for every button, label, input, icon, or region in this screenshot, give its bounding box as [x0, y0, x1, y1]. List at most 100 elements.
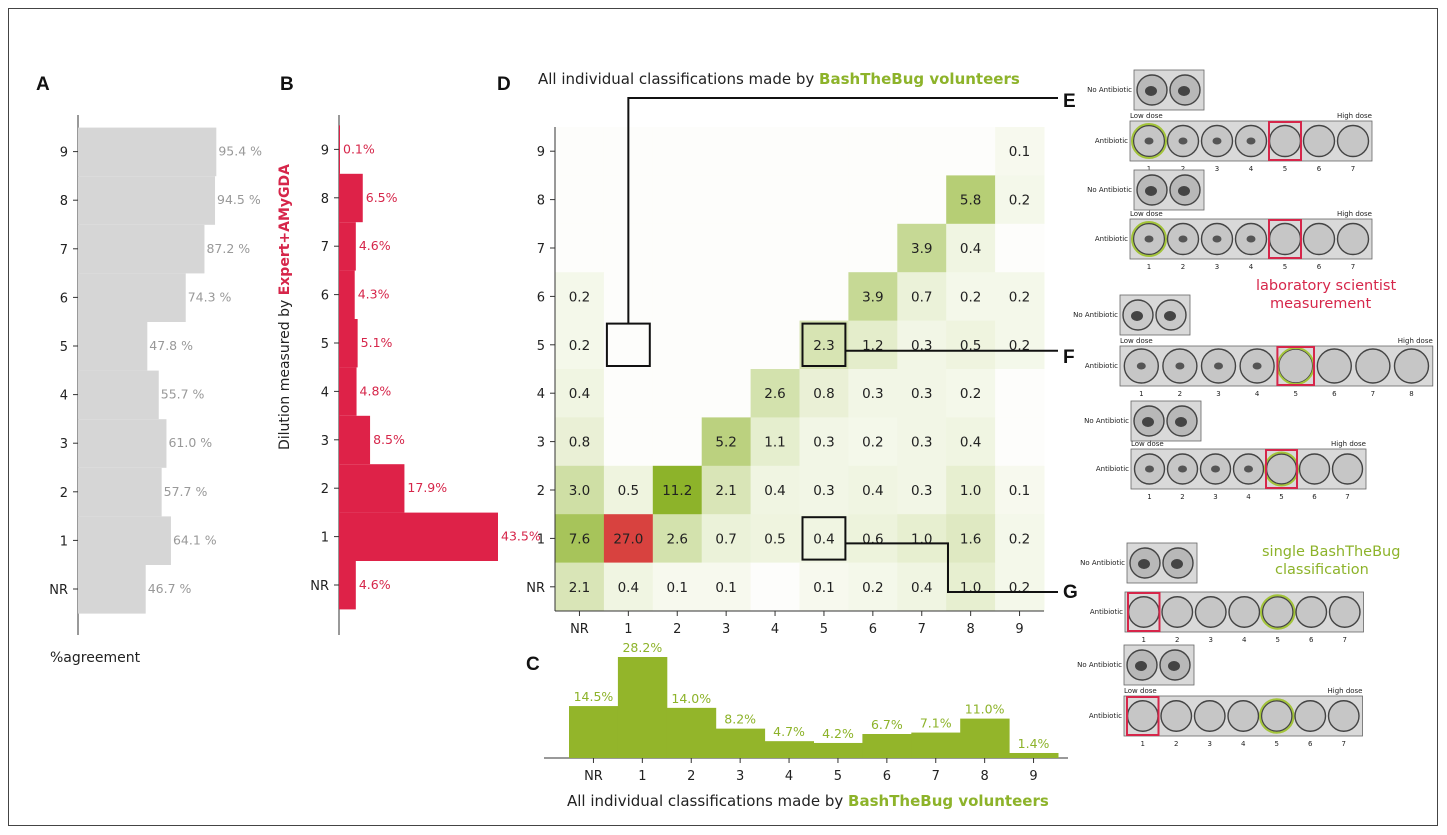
panel-b-value-label: 17.9%	[407, 480, 447, 495]
panel-b-value-label: 43.5%	[501, 529, 541, 544]
heatmap-cell	[603, 514, 654, 564]
heatmap-cell	[555, 417, 605, 467]
panel-b-tick-label: 9	[321, 143, 329, 158]
panel-a-bar	[78, 127, 217, 177]
heatmap-cell	[848, 562, 898, 612]
heatmap-cell-value: 7.6	[569, 531, 590, 547]
heatmap-cell	[750, 514, 800, 564]
panel-a-tick-label: 4	[60, 389, 68, 404]
well-number: 5	[1293, 390, 1297, 398]
heatmap-cell-value: 0.2	[1009, 580, 1030, 596]
heatmap-cell-value: 0.2	[1009, 289, 1030, 305]
panel-a-agreement-chart: NR 46.7 % 1 64.1 % 2 57.7 % 3 61.0 % 4 55.7 % 5 47.…	[49, 115, 262, 635]
heatmap-cell	[555, 223, 605, 273]
panel-b-bar	[339, 464, 405, 513]
btb-classification-circle	[1131, 123, 1167, 159]
panel-a-bar	[78, 322, 148, 371]
heatmap-cell-value: 0.3	[862, 386, 883, 402]
well-number: 3	[1208, 740, 1212, 748]
growth-spot	[1246, 235, 1256, 243]
heatmap-x-tick-label: 1	[624, 622, 632, 637]
heatmap-cell	[555, 514, 605, 564]
heatmap-cell	[848, 223, 898, 273]
heatmap-cell-value: 0.2	[569, 338, 590, 354]
drug-well	[1265, 453, 1298, 485]
heatmap-cell-value: 2.6	[764, 386, 785, 402]
well-number: 8	[1409, 390, 1413, 398]
no-antibiotic-label: No Antibiotic	[1073, 311, 1118, 319]
heatmap-cell-value: 1.0	[960, 483, 981, 499]
heatmap-cell	[799, 562, 849, 612]
heatmap-cell	[652, 320, 703, 370]
panel-b-tick-label: 2	[321, 482, 329, 497]
panel-c-xlabel: All individual classifications made by B…	[567, 792, 1049, 810]
note-btb-line1: single BashTheBug	[1262, 544, 1400, 560]
heatmap-cell-value: 0.8	[813, 386, 834, 402]
heatmap-cell	[897, 417, 947, 467]
drug-well	[1294, 700, 1327, 732]
well-number: 3	[1216, 390, 1220, 398]
panel-a-value-label: 87.2 %	[206, 241, 250, 256]
panel-b-value-label: 4.6%	[359, 238, 391, 253]
heatmap-cell-value: 0.1	[813, 580, 834, 596]
drug-well	[1331, 453, 1364, 485]
growth-spot	[1211, 465, 1220, 473]
panel-c-value-label: 1.4%	[1018, 736, 1050, 751]
panel-letter-c: C	[526, 654, 540, 675]
panel-a-bar	[78, 273, 186, 322]
drug-well	[1302, 124, 1336, 158]
heatmap-y-tick-label: 1	[537, 532, 545, 547]
heatmap-cell-value: 0.4	[813, 531, 834, 547]
well-number: 5	[1276, 636, 1280, 644]
antibiotic-label: Antibiotic	[1095, 137, 1128, 145]
heatmap-cell-value: 2.1	[569, 580, 590, 596]
panel-c-value-label: 6.7%	[871, 717, 903, 732]
drug-well	[1126, 700, 1159, 732]
heatmap-cell	[652, 465, 703, 515]
panel-c-tick-label: 8	[981, 769, 989, 784]
high-dose-label: High dose	[1337, 112, 1372, 120]
btb-classification-circle	[1131, 221, 1167, 257]
heatmap-cell-value: 5.8	[960, 193, 981, 209]
heatmap-cell-value: 0.5	[764, 531, 785, 547]
well-number: 6	[1317, 165, 1322, 173]
heatmap-cell-value: 0.5	[618, 483, 639, 499]
growth-spot	[1212, 235, 1222, 243]
heatmap-x-tick-label: 9	[1015, 622, 1023, 637]
panel-b-bar	[339, 319, 358, 368]
well-number: 7	[1351, 165, 1355, 173]
growth-spot	[1168, 661, 1180, 671]
heatmap-cell	[701, 465, 752, 515]
panel-letter-f: F	[1063, 347, 1075, 368]
panel-c-tick-label: 3	[736, 769, 744, 784]
high-dose-label: High dose	[1337, 210, 1372, 218]
drug-well	[1302, 222, 1336, 256]
heatmap-cell	[848, 320, 898, 370]
panel-a-value-label: 94.5 %	[217, 192, 261, 207]
well-number: 3	[1209, 636, 1213, 644]
panel-c-value-label: 4.7%	[773, 724, 805, 739]
heatmap-cell	[946, 320, 996, 370]
heatmap-cell	[995, 562, 1045, 612]
heatmap-cell-value: 0.4	[618, 580, 639, 596]
drug-well	[1298, 453, 1331, 485]
panel-a-value-label: 55.7 %	[161, 387, 205, 402]
low-dose-label: Low dose	[1120, 337, 1153, 345]
heatmap-cell	[897, 514, 947, 564]
well-number: 6	[1309, 636, 1314, 644]
well-number: 4	[1255, 390, 1260, 398]
heatmap-cell-value: 1.0	[911, 531, 932, 547]
antibiotic-label: Antibiotic	[1095, 235, 1128, 243]
panel-b-tick-label: 1	[321, 531, 329, 546]
heatmap-cell-value: 5.2	[715, 435, 736, 451]
heatmap-y-tick-label: 7	[537, 242, 545, 257]
well-number: 6	[1317, 263, 1322, 271]
growth-spot	[1178, 186, 1190, 196]
well-number: 6	[1308, 740, 1313, 748]
heatmap-cell	[750, 417, 800, 467]
panel-b-tick-label: 7	[321, 240, 329, 255]
heatmap-cell-value: 2.6	[667, 531, 688, 547]
heatmap-cell	[799, 272, 849, 322]
growth-spot	[1171, 559, 1183, 569]
heatmap-y-tick-label: 9	[537, 145, 545, 160]
